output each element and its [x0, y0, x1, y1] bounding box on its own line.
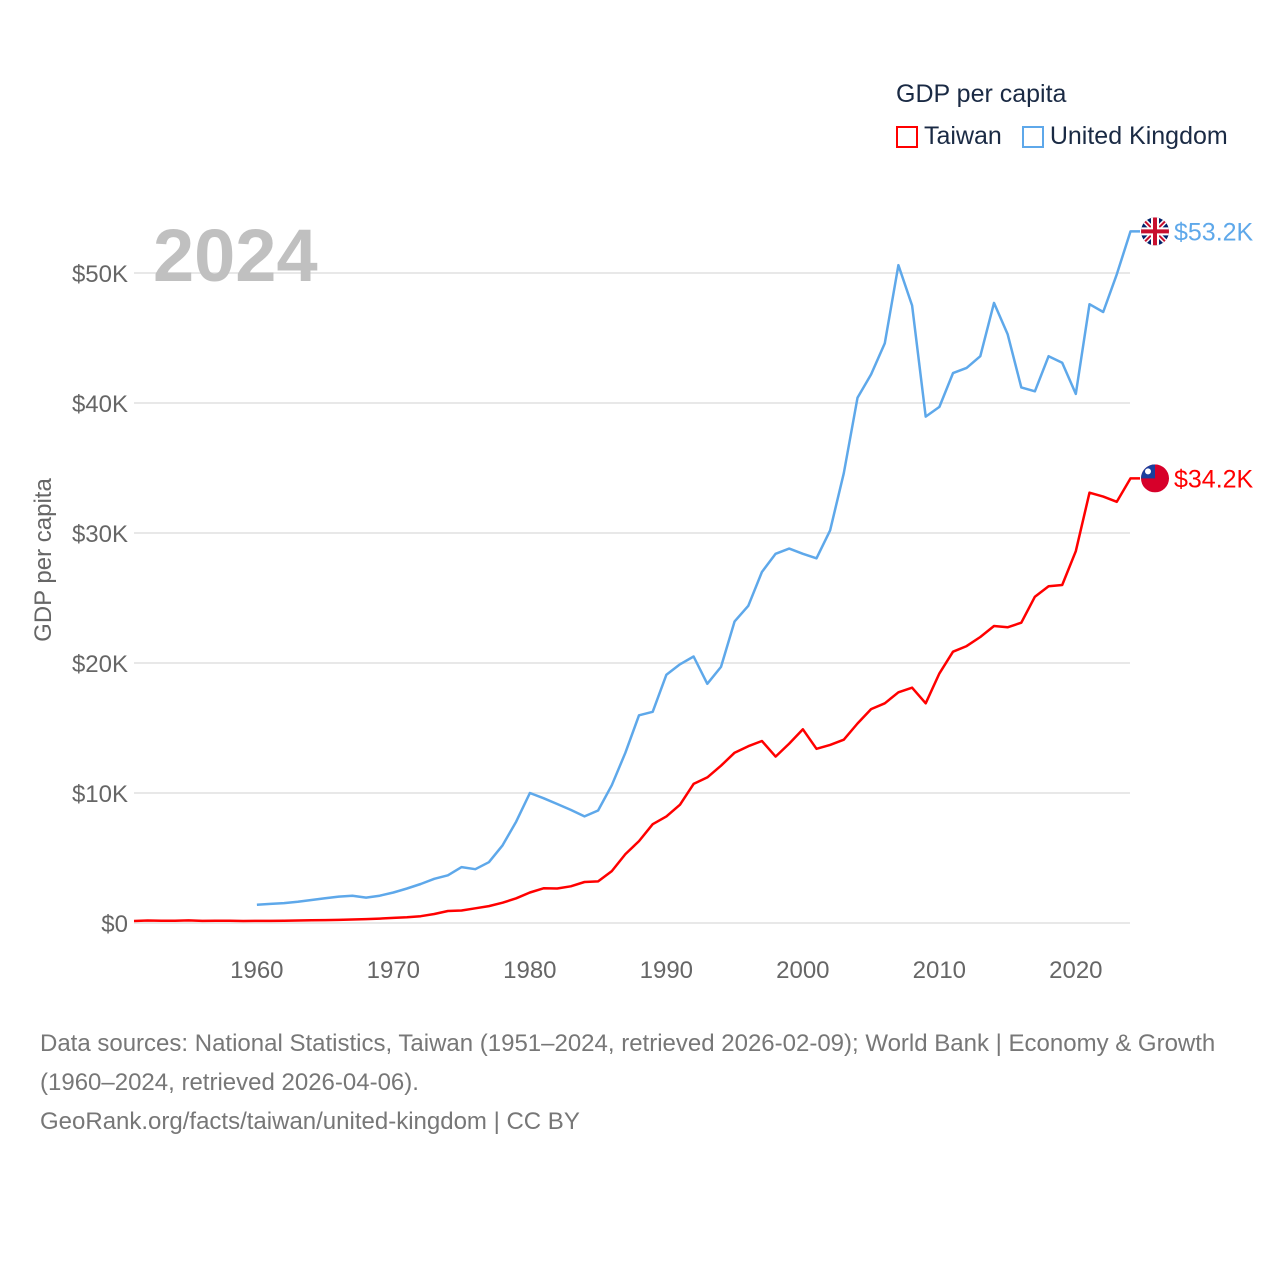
source-text: Data sources: National Statistics, Taiwa…	[40, 1030, 1216, 1096]
legend: Taiwan United Kingdom	[896, 122, 1248, 151]
y-tick-label: $30K	[72, 521, 128, 548]
year-label: 2024	[153, 214, 318, 297]
x-tick-label: 2020	[1049, 957, 1102, 984]
series-line-taiwan	[133, 477, 1140, 923]
series-line-united-kingdom	[256, 230, 1140, 907]
legend-label: United Kingdom	[1049, 122, 1228, 150]
legend-item-united-kingdom[interactable]: United Kingdom	[1021, 122, 1228, 151]
legend-title: GDP per capita	[896, 80, 1067, 108]
data-source-note: Data sources: National Statistics, Taiwa…	[40, 1024, 1240, 1141]
y-tick-label: $20K	[72, 651, 128, 678]
end-value-label: $53.2K	[1174, 218, 1254, 246]
x-tick-label: 2010	[913, 957, 966, 984]
line-chart: $0 $10K $20K $30K $40K $50K 1960 1970 1980 1990 20…	[30, 214, 1254, 984]
x-tick-label: 1980	[503, 957, 556, 984]
x-tick-label: 1960	[230, 957, 283, 984]
legend-swatch-united-kingdom	[1021, 125, 1044, 148]
uk-flag-icon	[1141, 217, 1169, 246]
x-tick-label: 2000	[776, 957, 829, 984]
y-tick-label: $50K	[72, 261, 128, 288]
y-tick-label: $40K	[72, 391, 128, 418]
legend-item-taiwan[interactable]: Taiwan	[896, 122, 1002, 151]
legend-swatch-taiwan	[896, 125, 918, 148]
taiwan-flag-icon	[1141, 464, 1169, 493]
x-tick-label: 1990	[640, 957, 693, 984]
end-value-label: $34.2K	[1174, 465, 1254, 493]
y-axis-title: GDP per capita	[30, 478, 57, 642]
source-link[interactable]: GeoRank.org/facts/taiwan/united-kingdom …	[40, 1108, 580, 1135]
y-tick-label: $10K	[72, 781, 128, 808]
x-tick-label: 1970	[367, 957, 420, 984]
legend-label: Taiwan	[924, 122, 1002, 150]
y-tick-label: $0	[101, 911, 128, 938]
